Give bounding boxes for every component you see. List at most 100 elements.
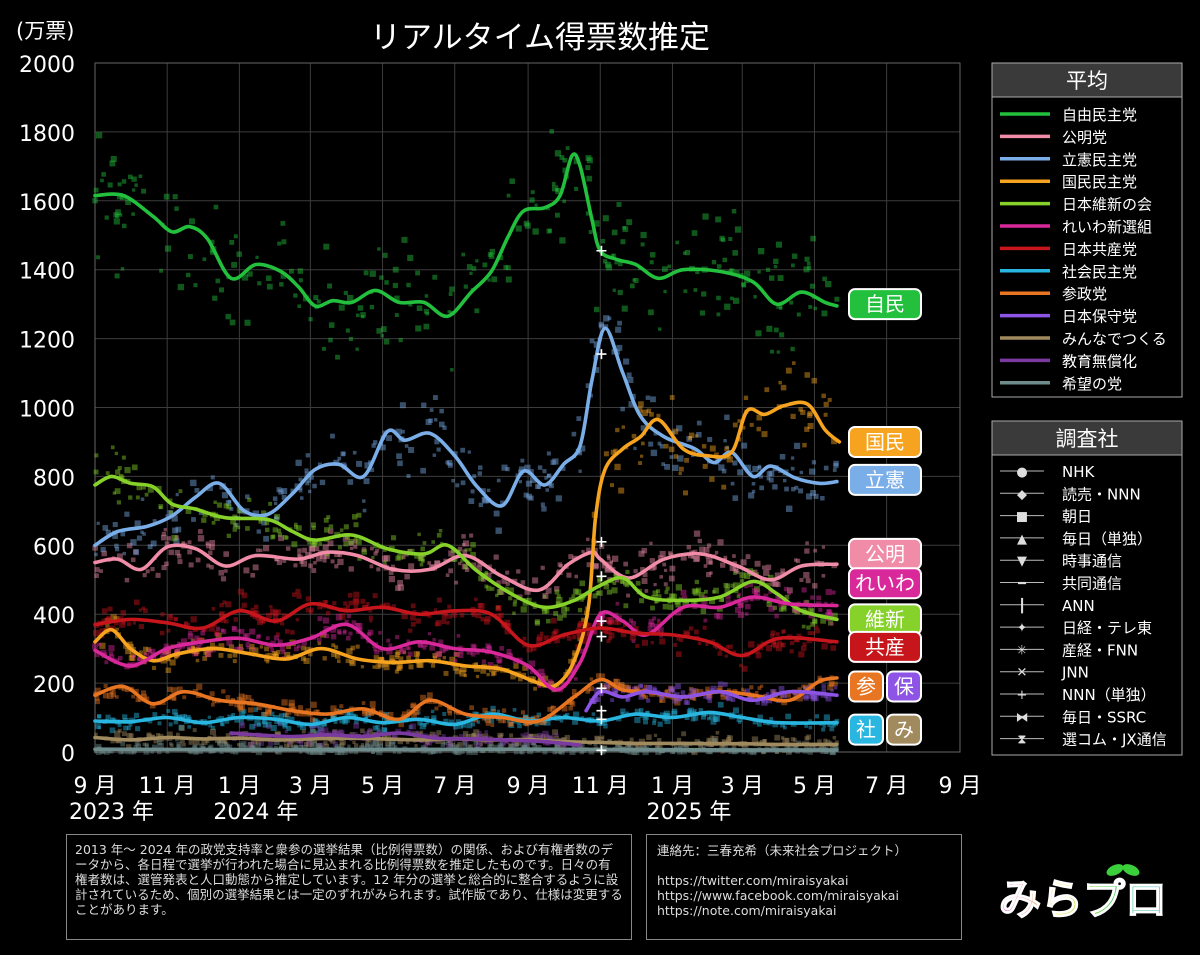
poll-point — [809, 283, 815, 289]
poll-point — [813, 493, 819, 499]
poll-point — [219, 722, 224, 726]
poll-point — [447, 741, 453, 747]
poll-point — [487, 744, 494, 751]
poll-point — [318, 742, 325, 749]
poll-point — [581, 638, 588, 644]
poll-point — [605, 628, 612, 635]
poll-point — [701, 712, 706, 717]
poll-point — [293, 646, 299, 652]
poll-point — [748, 582, 754, 588]
poll-point — [174, 655, 178, 660]
poll-point — [490, 671, 496, 677]
poll-point — [180, 638, 188, 645]
poll-point — [346, 635, 351, 641]
poll-point — [765, 645, 773, 652]
poll-point — [144, 652, 150, 659]
poll-point — [676, 636, 681, 641]
poll-point — [787, 591, 791, 596]
poll-point — [549, 129, 554, 134]
poll-point — [542, 593, 549, 599]
poll-point — [245, 642, 251, 647]
poll-point — [662, 603, 669, 610]
poll-point — [791, 487, 796, 492]
poll-point — [625, 744, 631, 751]
poll-point — [519, 749, 525, 755]
poll-point — [271, 653, 277, 659]
poll-point — [651, 686, 657, 692]
poll-point — [140, 694, 148, 701]
poll-point — [313, 295, 319, 301]
poll-point — [515, 225, 522, 232]
poll-point — [623, 358, 630, 365]
poll-point — [174, 617, 179, 622]
poll-point — [641, 409, 648, 416]
poll-point — [107, 182, 113, 188]
poll-point — [599, 691, 604, 697]
poll-point — [319, 479, 326, 486]
poll-point — [406, 709, 411, 714]
poll-point — [555, 212, 560, 218]
poll-point — [395, 428, 402, 435]
legend-avg-title: 平均 — [1066, 69, 1108, 93]
poll-point — [222, 600, 227, 605]
poll-point — [648, 309, 654, 316]
poll-point — [226, 504, 232, 510]
poll-point — [641, 578, 648, 584]
poll-point — [484, 730, 488, 734]
poll-point — [406, 474, 411, 478]
poll-point — [487, 645, 492, 650]
poll-point — [615, 427, 620, 433]
poll-scatter — [92, 129, 840, 756]
poll-point — [225, 733, 231, 738]
poll-point — [176, 742, 182, 748]
contact-link-twitter[interactable]: https://twitter.com/miraisyakai — [657, 873, 849, 888]
poll-point — [659, 638, 666, 645]
poll-point — [618, 682, 625, 688]
contact-link-facebook[interactable]: https://www.facebook.com/miraisyakai — [657, 888, 899, 903]
poll-point — [420, 467, 426, 474]
poll-point — [720, 237, 726, 243]
poll-point — [820, 496, 825, 501]
poll-point — [814, 714, 820, 719]
poll-point — [428, 418, 433, 423]
poll-point — [520, 606, 527, 613]
poll-point — [294, 711, 299, 716]
poll-point — [744, 270, 751, 277]
poll-point — [469, 733, 474, 739]
poll-point — [756, 414, 763, 421]
poll-point — [130, 539, 137, 546]
poll-point — [555, 743, 560, 748]
poll-point — [711, 260, 717, 265]
poll-point — [448, 719, 454, 725]
poll-point — [422, 541, 427, 545]
poll-point — [148, 649, 152, 653]
poll-point — [371, 750, 375, 754]
poll-point — [831, 722, 836, 728]
poll-point — [704, 589, 708, 594]
poll-point — [810, 490, 816, 496]
poll-point — [591, 712, 596, 716]
contact-link-note[interactable]: https://note.com/miraisyakai — [657, 903, 837, 918]
poll-point — [548, 680, 555, 687]
poll-point — [733, 571, 737, 575]
poll-point — [434, 621, 440, 627]
poll-point — [657, 621, 662, 626]
poll-point — [730, 269, 736, 274]
poll-point — [692, 697, 697, 701]
poll-point — [522, 721, 526, 726]
poll-point — [457, 742, 463, 747]
poll-point — [543, 635, 549, 641]
poll-point — [316, 719, 320, 724]
poll-point — [299, 750, 303, 754]
legend-series-name: 日本保守党 — [1062, 308, 1137, 326]
poll-point — [378, 656, 384, 662]
poll-point — [506, 648, 512, 654]
poll-point — [780, 736, 785, 740]
poll-point — [328, 524, 334, 529]
poll-point — [177, 283, 184, 291]
poll-point — [307, 749, 313, 755]
poll-point — [680, 589, 687, 596]
poll-point — [468, 744, 473, 749]
poll-point — [196, 637, 203, 643]
poll-point — [229, 507, 234, 511]
